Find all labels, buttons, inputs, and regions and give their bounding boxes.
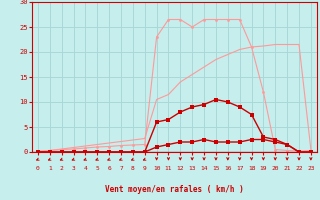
X-axis label: Vent moyen/en rafales ( km/h ): Vent moyen/en rafales ( km/h ) bbox=[105, 185, 244, 194]
